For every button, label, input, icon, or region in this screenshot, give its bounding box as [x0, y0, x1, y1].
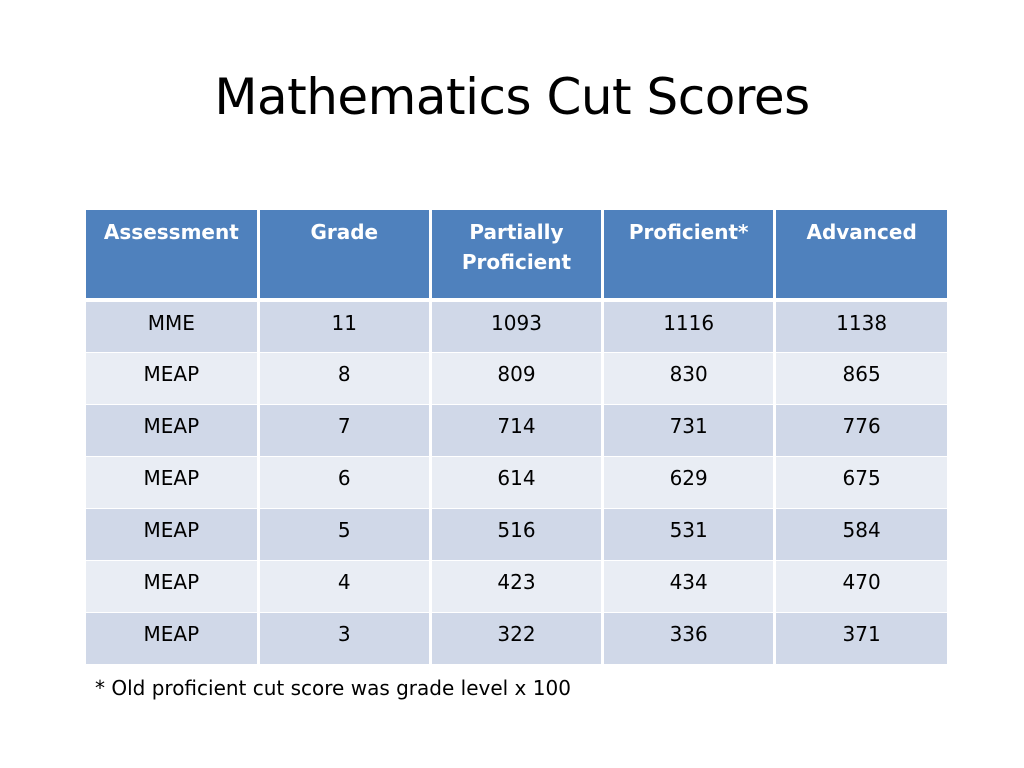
header-partially-proficient: Partially Proficient [428, 210, 605, 302]
cell-advanced: 1138 [773, 299, 947, 353]
footnote: * Old proficient cut score was grade lev… [95, 676, 571, 700]
cell-grade: 11 [256, 299, 432, 353]
cell-assessment: MEAP [86, 507, 260, 561]
cell-grade: 7 [256, 403, 432, 457]
table-header-row: Assessment Grade Partially Proficient Pr… [86, 210, 947, 302]
cell-grade: 8 [256, 351, 432, 405]
cell-assessment: MEAP [86, 559, 260, 613]
cell-assessment: MME [86, 299, 260, 353]
table-row: MEAP 6 614 629 675 [86, 455, 947, 509]
cell-grade: 5 [256, 507, 432, 561]
table-row: MEAP 7 714 731 776 [86, 403, 947, 457]
cell-assessment: MEAP [86, 351, 260, 405]
cell-proficient: 336 [601, 611, 777, 665]
table-row: MME 11 1093 1116 1138 [86, 299, 947, 353]
cut-scores-table: Assessment Grade Partially Proficient Pr… [86, 210, 947, 665]
header-grade: Grade [256, 210, 432, 302]
cell-assessment: MEAP [86, 611, 260, 665]
cell-proficient: 629 [601, 455, 777, 509]
cell-partially-proficient: 614 [428, 455, 605, 509]
cell-grade: 4 [256, 559, 432, 613]
slide-title: Mathematics Cut Scores [214, 68, 810, 126]
cell-advanced: 371 [773, 611, 947, 665]
table-row: MEAP 8 809 830 865 [86, 351, 947, 405]
cell-advanced: 584 [773, 507, 947, 561]
cell-advanced: 675 [773, 455, 947, 509]
cell-partially-proficient: 714 [428, 403, 605, 457]
cell-assessment: MEAP [86, 455, 260, 509]
cell-assessment: MEAP [86, 403, 260, 457]
cell-partially-proficient: 322 [428, 611, 605, 665]
cell-advanced: 776 [773, 403, 947, 457]
table-row: MEAP 5 516 531 584 [86, 507, 947, 561]
table-row: MEAP 3 322 336 371 [86, 611, 947, 665]
header-advanced: Advanced [773, 210, 947, 302]
cell-proficient: 830 [601, 351, 777, 405]
cell-proficient: 1116 [601, 299, 777, 353]
table-row: MEAP 4 423 434 470 [86, 559, 947, 613]
header-proficient: Proficient* [601, 210, 777, 302]
header-assessment: Assessment [86, 210, 260, 302]
cell-proficient: 531 [601, 507, 777, 561]
cell-advanced: 470 [773, 559, 947, 613]
cell-partially-proficient: 1093 [428, 299, 605, 353]
cell-partially-proficient: 809 [428, 351, 605, 405]
cell-advanced: 865 [773, 351, 947, 405]
cell-proficient: 434 [601, 559, 777, 613]
cell-grade: 6 [256, 455, 432, 509]
cell-proficient: 731 [601, 403, 777, 457]
cell-partially-proficient: 423 [428, 559, 605, 613]
cell-partially-proficient: 516 [428, 507, 605, 561]
cell-grade: 3 [256, 611, 432, 665]
